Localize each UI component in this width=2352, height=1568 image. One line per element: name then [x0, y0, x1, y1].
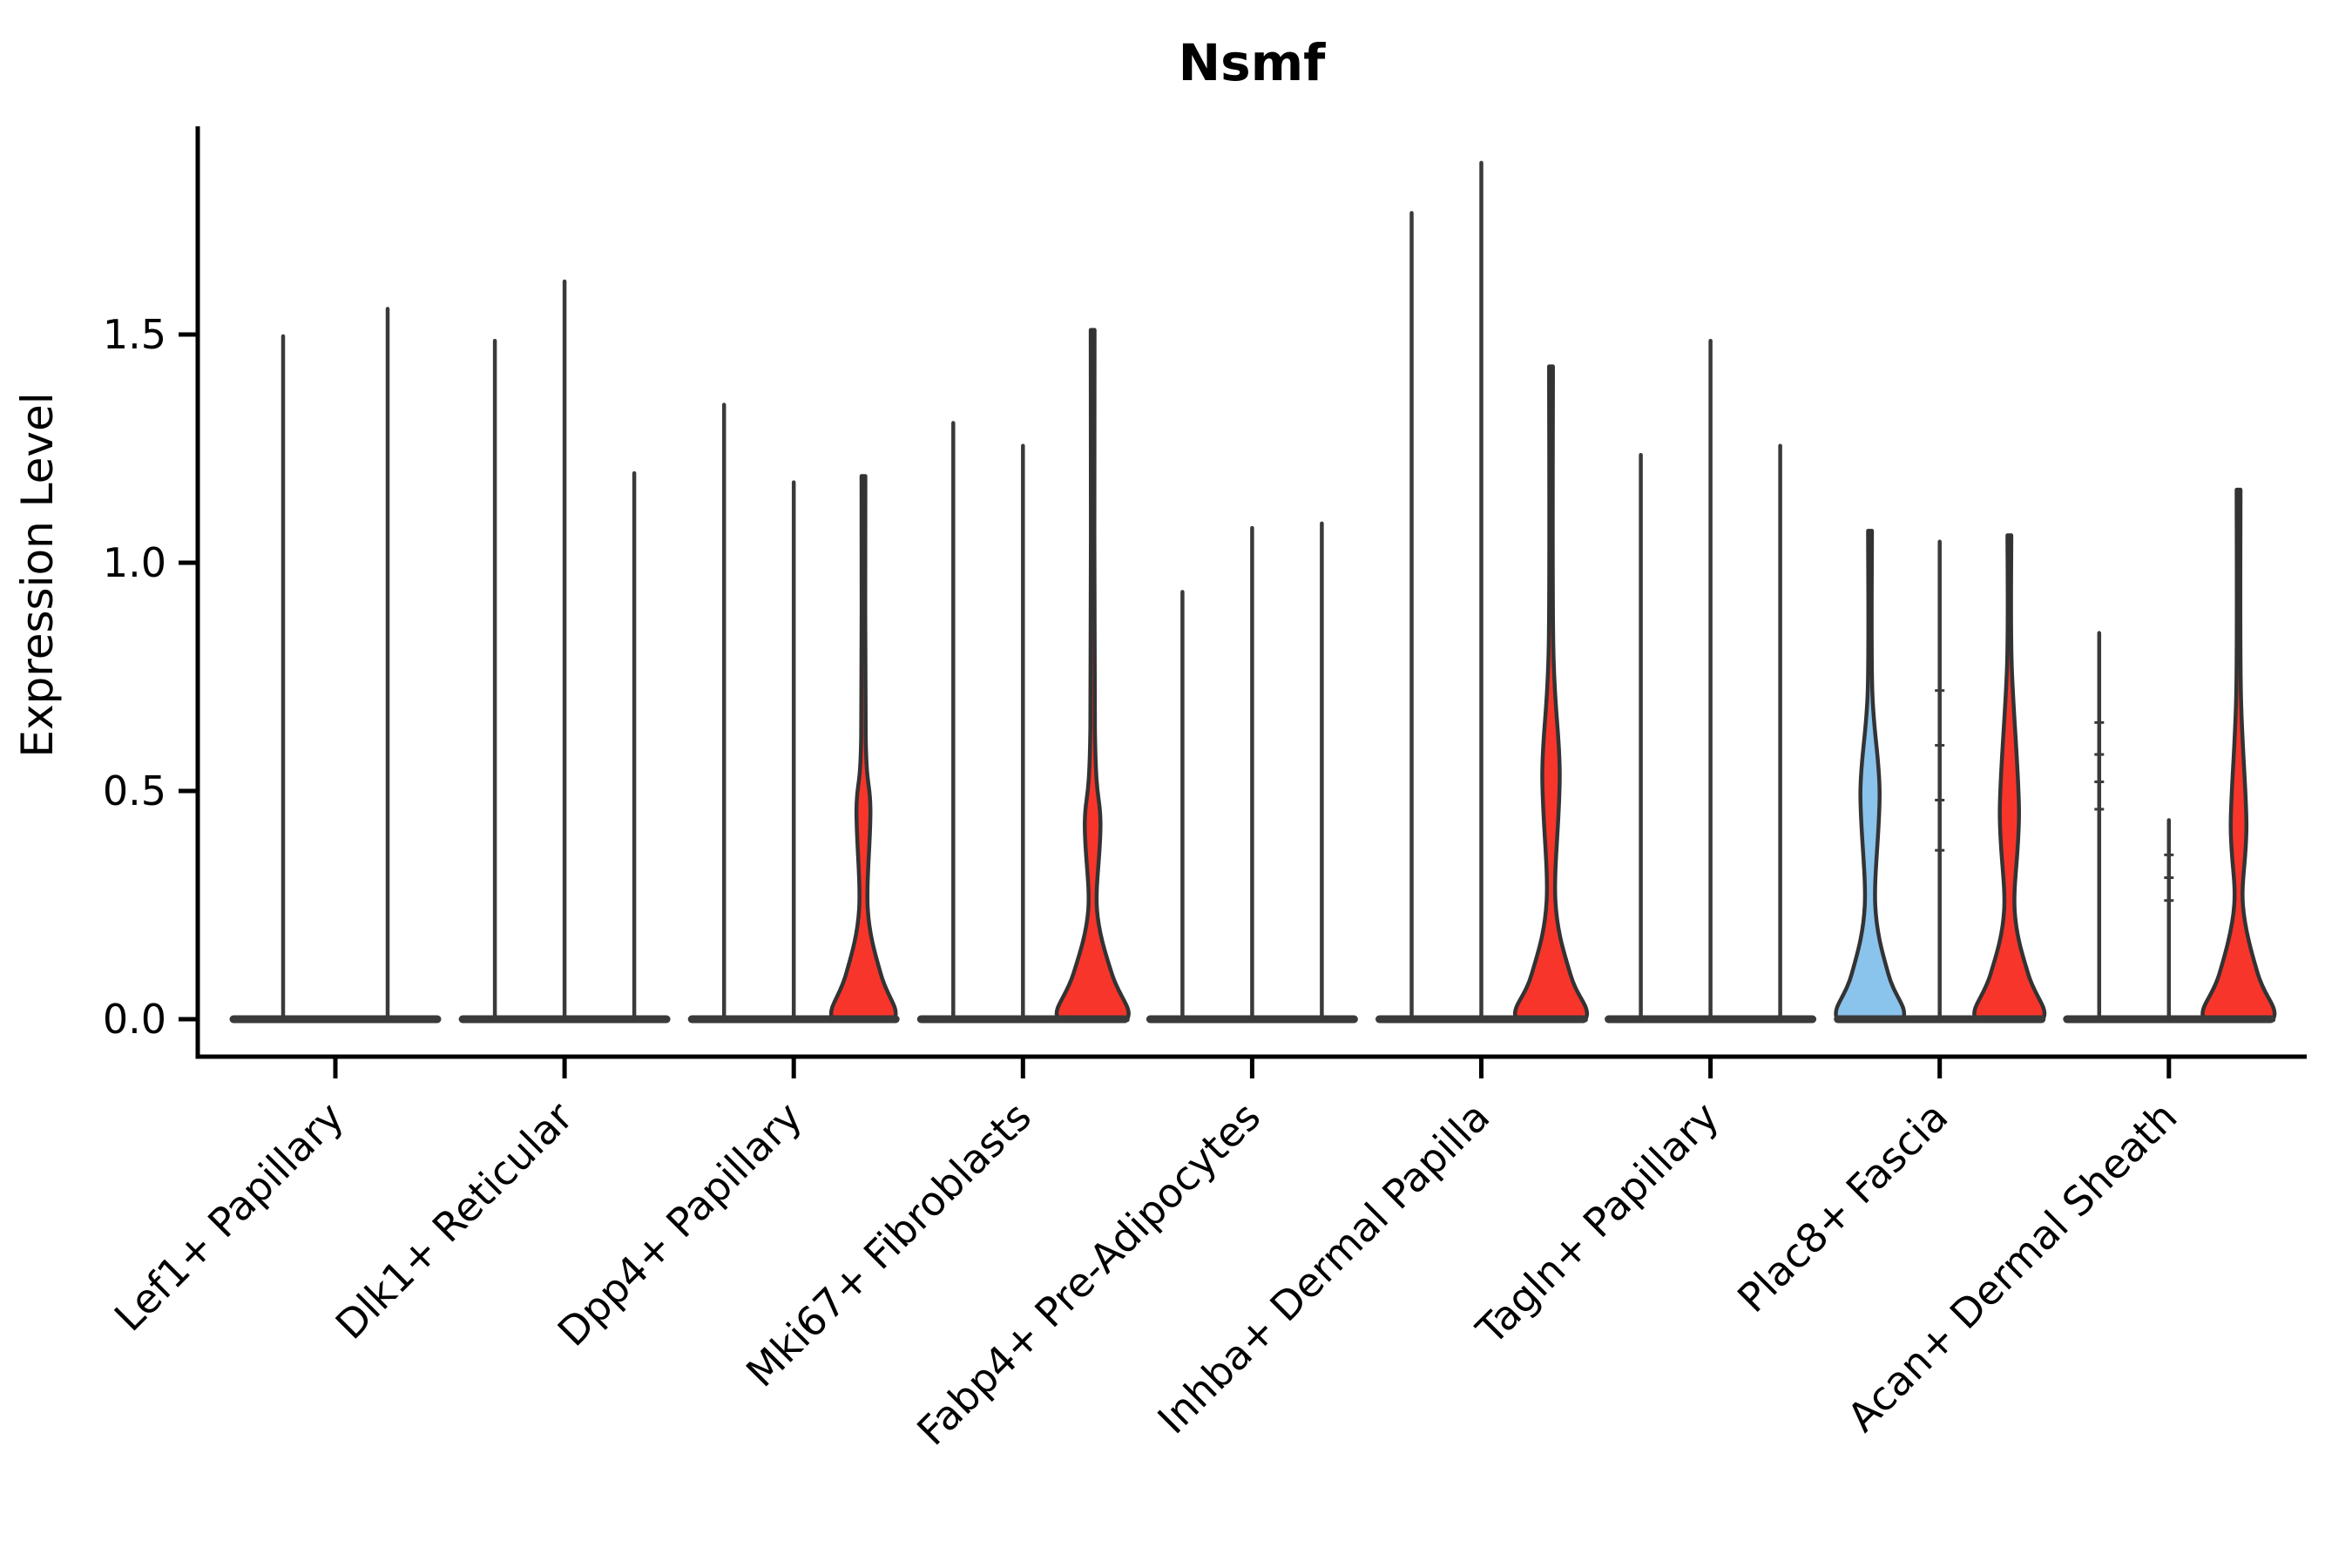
y-tick-label: 0.0: [103, 996, 166, 1043]
x-tick-label: Lef1+ Papillary: [105, 1093, 353, 1341]
violin-body-red: [1972, 533, 2047, 1023]
axes: [179, 126, 2307, 1078]
violin-body-blue: [1834, 529, 1907, 1023]
y-tick-label: 1.5: [103, 311, 166, 358]
x-tick-label: Plac8+ Fascia: [1728, 1093, 1957, 1321]
y-tick-labels: 0.0 0.5 1.0 1.5: [103, 311, 166, 1043]
violin-body-red: [828, 474, 898, 1023]
y-tick-label: 0.5: [103, 767, 166, 814]
x-tick-label: Tagln+ Papillary: [1467, 1093, 1728, 1355]
y-axis-label: Expression Level: [12, 392, 63, 757]
violin-body-red: [1054, 328, 1131, 1023]
x-tick-label: Dpp4+ Papillary: [549, 1093, 811, 1355]
y-tick-label: 1.0: [103, 539, 166, 586]
violin-body-red: [2200, 487, 2277, 1023]
chart-title: Nsmf: [1179, 33, 1326, 92]
violins-layer: [229, 160, 2277, 1024]
x-tick-label: Dlk1+ Reticular: [327, 1093, 582, 1348]
violin-body-red: [1512, 364, 1590, 1023]
